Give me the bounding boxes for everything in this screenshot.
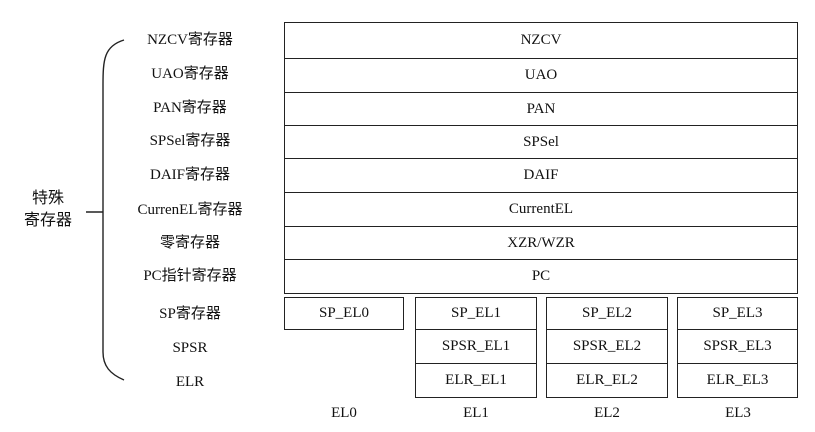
row-label: PC指针寄存器 [143, 268, 237, 284]
row-label: 零寄存器 [159, 235, 220, 251]
spsr-el1-cell: SPSR_EL1 [415, 329, 537, 364]
spsr-el2-cell: SPSR_EL2 [546, 329, 668, 364]
register-cell: DAIF [284, 158, 798, 193]
spsr-label: SPSR [172, 340, 208, 356]
register-cell: XZR/WZR [284, 226, 798, 260]
register-cell: NZCV [284, 22, 798, 59]
column-label-el2: EL2 [594, 405, 620, 421]
register-cell: CurrentEL [284, 192, 798, 227]
row-label: NZCV寄存器 [147, 32, 233, 48]
column-label-el1: EL1 [463, 405, 489, 421]
sp-el0-cell: SP_EL0 [284, 297, 404, 330]
elr-label: ELR [175, 374, 205, 390]
spsr-el3-cell: SPSR_EL3 [677, 329, 798, 364]
register-cell: PAN [284, 92, 798, 126]
row-label: SPSel寄存器 [149, 133, 231, 149]
register-cell: UAO [284, 58, 798, 93]
sp-el2-cell: SP_EL2 [546, 297, 668, 330]
row-label: PAN寄存器 [153, 100, 227, 116]
elr-el1-cell: ELR_EL1 [415, 363, 537, 398]
group-label-line2: 寄存器 [23, 212, 72, 229]
row-label: UAO寄存器 [151, 66, 229, 82]
group-label-line1: 特殊 [31, 190, 64, 207]
elr-el3-cell: ELR_EL3 [677, 363, 798, 398]
column-label-el0: EL0 [331, 405, 357, 421]
sp-el3-cell: SP_EL3 [677, 297, 798, 330]
register-cell: PC [284, 259, 798, 294]
elr-el2-cell: ELR_EL2 [546, 363, 668, 398]
register-cell: SPSel [284, 125, 798, 159]
sp-label: SP寄存器 [159, 306, 221, 322]
group-label: 特殊 寄存器 [18, 188, 78, 232]
row-label: DAIF寄存器 [149, 167, 230, 183]
row-label: CurrenEL寄存器 [137, 202, 243, 218]
sp-el1-cell: SP_EL1 [415, 297, 537, 330]
column-label-el3: EL3 [725, 405, 751, 421]
left-brace [102, 39, 125, 381]
